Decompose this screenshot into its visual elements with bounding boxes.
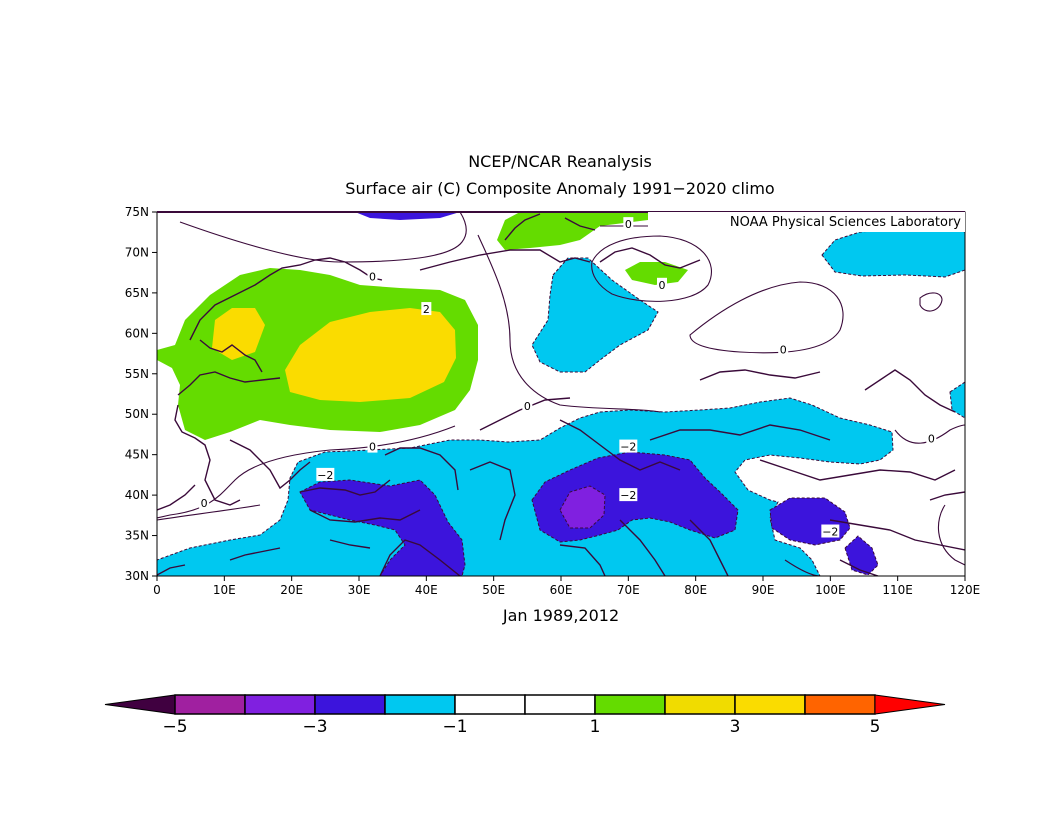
lat-tick-label: 45N xyxy=(125,448,149,462)
svg-text:−2: −2 xyxy=(822,526,838,539)
contour-label: 0 xyxy=(199,496,210,510)
title-line-1: NCEP/NCAR Reanalysis xyxy=(468,152,652,171)
lat-tick-label: 60N xyxy=(125,326,149,340)
strong-negative-anomaly-region-turkey xyxy=(299,479,466,576)
colorbar-segment xyxy=(244,694,316,715)
credit-text: NOAA Physical Sciences Laboratory xyxy=(730,215,961,230)
negative-anomaly-region-east-edge xyxy=(949,381,965,419)
colorbar-segment xyxy=(384,694,456,715)
contour-label: 0 xyxy=(657,277,667,292)
coastlines xyxy=(157,213,965,576)
colorbar-right-arrow xyxy=(874,694,946,715)
colorbar-segment xyxy=(664,694,736,715)
colorbar-label: 1 xyxy=(590,717,601,737)
lat-tick-label: 75N xyxy=(125,205,149,219)
lat-tick-label: 65N xyxy=(125,286,149,300)
lon-tick-label: 20E xyxy=(280,583,303,597)
shaded-anomaly-regions xyxy=(157,212,965,576)
colorbar-segment xyxy=(454,694,526,715)
lon-tick-label: 50E xyxy=(482,583,505,597)
lon-tick-label: 10E xyxy=(213,583,236,597)
contour-label: −2 xyxy=(619,488,638,502)
colorbar-left-arrow xyxy=(104,694,176,715)
contour-label: 0 xyxy=(367,439,378,454)
colorbar: −5 −3 −1 1 3 5 xyxy=(104,694,946,737)
contour-label: −2 xyxy=(821,524,840,539)
svg-text:0: 0 xyxy=(201,497,208,510)
svg-text:0: 0 xyxy=(659,279,666,292)
map-panel: NOAA Physical Sciences Laboratory 0 10E 20… xyxy=(125,205,981,597)
svg-text:−2: −2 xyxy=(620,441,636,454)
negative-anomaly-region-barents xyxy=(531,257,659,373)
contour-label: 2 xyxy=(421,302,432,316)
lon-tick-label: 60E xyxy=(550,583,573,597)
contour-label: 0 xyxy=(623,217,634,231)
contour-label: 0 xyxy=(367,269,378,284)
positive-anomaly-region-north-ural xyxy=(625,262,688,285)
contour-labels: 0 2 0 0 0 0 0 0 0 −2 −2 −2 −2 xyxy=(199,217,937,539)
colorbar-segment xyxy=(734,694,806,715)
lon-tick-label: 80E xyxy=(684,583,707,597)
svg-text:2: 2 xyxy=(423,303,430,316)
lat-tick-label: 35N xyxy=(125,529,149,543)
colorbar-segment xyxy=(594,694,666,715)
svg-text:0: 0 xyxy=(524,400,531,413)
extreme-negative-anomaly-core xyxy=(559,485,606,529)
lat-tick-label: 50N xyxy=(125,407,149,421)
lat-axis: 30N 35N 40N 45N 50N 55N 60N 65N 70N 75N xyxy=(125,205,157,583)
contour-label: 0 xyxy=(778,342,789,357)
lon-tick-label: 30E xyxy=(348,583,371,597)
svg-text:−2: −2 xyxy=(317,469,333,482)
svg-text:0: 0 xyxy=(928,432,935,445)
colorbar-segment xyxy=(804,694,876,715)
colorbar-label: 5 xyxy=(870,717,881,737)
warm-anomaly-region-russia xyxy=(285,308,456,402)
lon-tick-label: 0 xyxy=(153,583,161,597)
colorbar-label: 3 xyxy=(730,717,741,737)
lon-tick-label: 70E xyxy=(617,583,640,597)
svg-text:0: 0 xyxy=(369,441,376,454)
svg-text:0: 0 xyxy=(625,218,632,231)
colorbar-label: −5 xyxy=(162,717,187,737)
lat-tick-label: 40N xyxy=(125,488,149,502)
lon-axis: 0 10E 20E 30E 40E 50E 60E 70E 80E 90E 100E 110E 120E xyxy=(153,576,980,597)
colorbar-segment xyxy=(314,694,386,715)
lat-tick-label: 30N xyxy=(125,569,149,583)
contour-label: −2 xyxy=(316,467,335,482)
credit-box xyxy=(648,212,965,232)
map-subtitle: Jan 1989,2012 xyxy=(502,606,619,625)
lon-tick-label: 110E xyxy=(882,583,913,597)
title-line-2: Surface air (C) Composite Anomaly 1991−2… xyxy=(345,179,774,198)
colorbar-label: −3 xyxy=(302,717,327,737)
positive-anomaly-region-arctic xyxy=(497,212,648,250)
warm-anomaly-region-scandinavia xyxy=(212,308,265,360)
lat-tick-label: 55N xyxy=(125,367,149,381)
colorbar-label: −1 xyxy=(442,717,467,737)
strong-negative-anomaly-region-china xyxy=(844,535,879,576)
negative-anomaly-region-siberia-north xyxy=(821,227,965,278)
lon-tick-label: 90E xyxy=(752,583,775,597)
strong-negative-anomaly-region-arctic xyxy=(355,212,460,220)
contour-label: 0 xyxy=(522,399,533,413)
colorbar-segment xyxy=(524,694,596,715)
lon-tick-label: 40E xyxy=(415,583,438,597)
svg-text:−2: −2 xyxy=(620,489,636,502)
lon-tick-label: 100E xyxy=(815,583,846,597)
svg-text:0: 0 xyxy=(780,344,787,357)
lon-tick-label: 120E xyxy=(950,583,981,597)
colorbar-segment xyxy=(174,694,246,715)
contour-label: 0 xyxy=(926,431,937,445)
svg-text:0: 0 xyxy=(369,271,376,284)
lat-tick-label: 70N xyxy=(125,245,149,259)
contour-label: −2 xyxy=(619,439,638,454)
zero-contours xyxy=(157,212,965,576)
